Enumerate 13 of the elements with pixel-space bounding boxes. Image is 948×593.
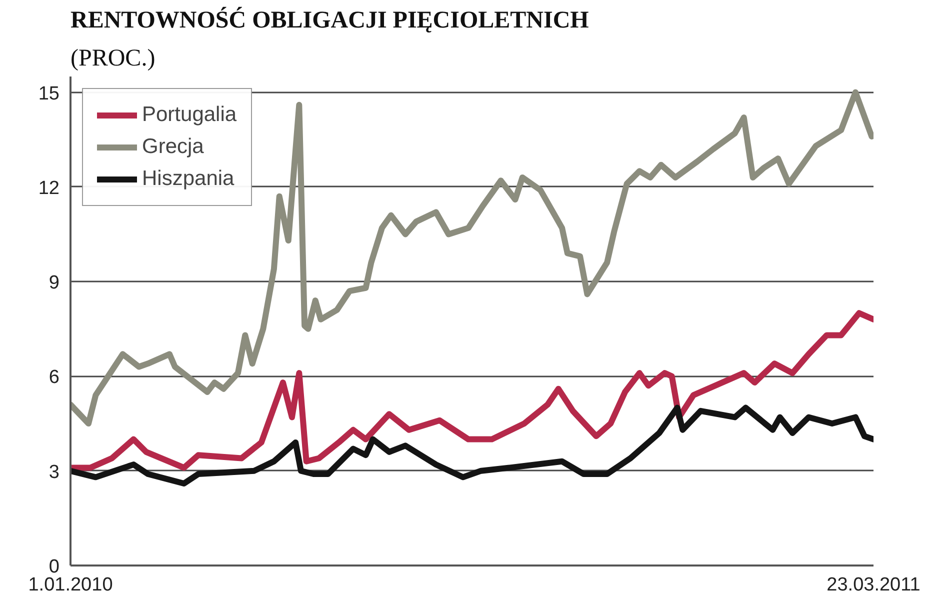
chart-title: RENTOWNOŚĆ OBLIGACJI PIĘCIOLETNICH xyxy=(70,6,590,34)
legend-label: Grecja xyxy=(142,135,204,159)
legend-label: Portugalia xyxy=(142,103,237,127)
y-tick-label: 6 xyxy=(48,367,60,388)
x-tick-label: 23.03.2011 xyxy=(826,574,920,593)
legend-label: Hiszpania xyxy=(142,167,234,191)
y-tick-label: 12 xyxy=(38,178,60,199)
y-tick-label: 9 xyxy=(48,272,60,294)
y-tick-label: 3 xyxy=(48,462,60,483)
y-tick-label: 0 xyxy=(48,556,60,578)
x-tick-label: 1.01.2010 xyxy=(28,574,113,593)
y-tick-label: 15 xyxy=(38,83,60,104)
chart-subtitle: (PROC.) xyxy=(70,46,156,72)
